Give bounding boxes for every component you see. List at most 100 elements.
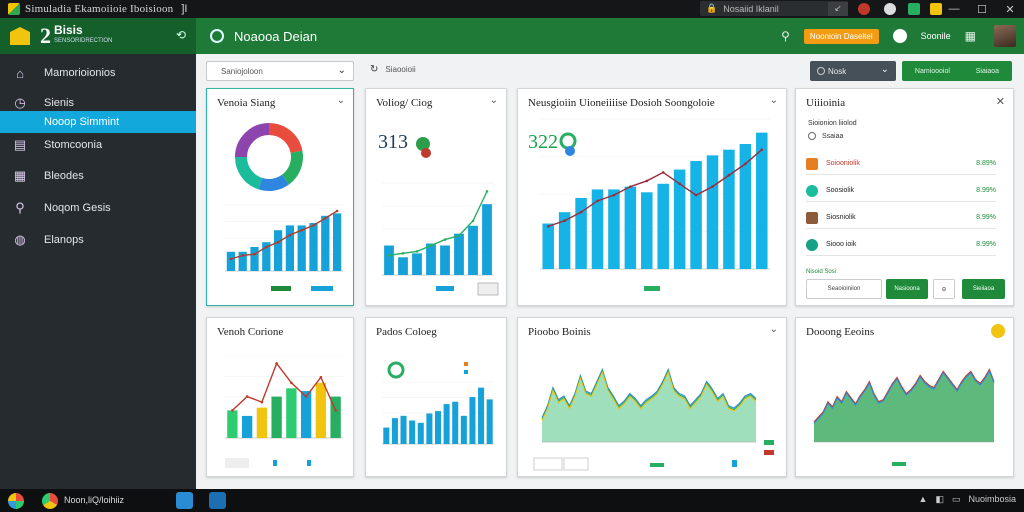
chevron-down-icon[interactable]: ⌄	[336, 95, 345, 106]
sidebar-item-globe[interactable]: ◍ Elanops	[0, 229, 196, 251]
sidebar-toggle-icon[interactable]: ⟲	[175, 28, 186, 42]
user-name[interactable]: Soonile	[920, 31, 951, 41]
view-select-value: Saniojoloon	[221, 66, 263, 76]
legend-swatch	[644, 286, 660, 291]
bar	[238, 251, 247, 271]
list-item[interactable]: Soiooniolik 8.89%	[806, 153, 996, 175]
item-icon	[806, 184, 818, 197]
time-select[interactable]: Nosk ⌄	[810, 61, 896, 81]
card-title: Dooong Eeoins	[806, 326, 875, 338]
chevron-down-icon[interactable]: ⌄	[769, 95, 778, 106]
bar	[398, 257, 408, 275]
badge-ring	[559, 132, 577, 150]
app-icon[interactable]	[176, 492, 193, 509]
bar	[434, 411, 442, 444]
bar	[690, 161, 702, 269]
bar	[608, 189, 620, 269]
badge-ring	[387, 361, 405, 379]
bar	[409, 420, 416, 444]
bar	[426, 243, 436, 275]
legend-swatch	[464, 370, 468, 374]
legend-swatch	[892, 462, 906, 466]
brand[interactable]: 2 Bisis SENSORIDRECTION ⟲	[0, 18, 196, 54]
globe-icon: ◍	[14, 232, 26, 247]
brand-number: 2	[40, 23, 51, 48]
link-icon[interactable]: ⊝	[933, 279, 955, 299]
pie-slice	[235, 156, 263, 190]
line-point	[645, 179, 649, 183]
chevron-down-icon: ⌄	[880, 64, 889, 75]
search-icon: ⚲	[15, 200, 25, 215]
card-title: Neusgioiin Uioneiiiise Dosioh Soongoloie	[528, 97, 715, 109]
panel-radio[interactable]: Ssaiaa	[808, 132, 857, 140]
address-bar[interactable]: 🔒 Nosaiid Iklanil ↙	[700, 1, 848, 16]
panel-button-1[interactable]: Seaoioiniion	[806, 279, 882, 299]
view-select[interactable]: Saniojoloon ⌄	[206, 61, 354, 81]
sidebar-item-search[interactable]: ⚲ Noqom Gesis	[0, 197, 196, 219]
line-point	[760, 148, 764, 151]
bar	[673, 169, 686, 269]
sidebar-item-label: Noqom Gesis	[44, 202, 111, 214]
badge-dot	[421, 148, 431, 158]
card-title: Venoia Siang	[217, 97, 276, 109]
extension-icon[interactable]	[858, 3, 870, 15]
chevron-down-icon[interactable]: ⌄	[489, 95, 498, 106]
sidebar-item-sienis[interactable]: ◷ Sienis	[0, 92, 196, 114]
taskbar-label[interactable]: Noon,liQ/loihiiz	[64, 495, 125, 505]
line-point	[579, 210, 583, 214]
bar	[591, 189, 604, 269]
item-value: 8.99%	[976, 214, 996, 221]
refresh-button[interactable]: ↻ Siaooioii	[370, 64, 416, 75]
close-button[interactable]: ✕	[1005, 3, 1015, 16]
refresh-label: Siaooioii	[385, 65, 416, 74]
line-point	[290, 381, 293, 385]
star-icon[interactable]	[930, 3, 942, 15]
line-point	[694, 193, 698, 197]
area-fill	[814, 369, 994, 442]
sidebar-item-home[interactable]: ⌂ Mamorioionios	[0, 62, 196, 84]
pie-slice	[258, 174, 289, 191]
maximize-button[interactable]: ☐	[977, 3, 987, 16]
network-icon[interactable]: ▲	[918, 494, 928, 504]
sidebar-item-active[interactable]: · Nooop Simmint	[0, 111, 196, 133]
list-item[interactable]: Soosiolik 8.99%	[806, 180, 996, 202]
battery-icon[interactable]: ▭	[951, 494, 961, 504]
refresh-circle-icon[interactable]	[210, 29, 224, 43]
arrow-icon[interactable]: ↙	[828, 1, 848, 16]
bar	[309, 223, 318, 271]
sidebar-item-label: Nooop Simmint	[44, 116, 120, 128]
line-point	[275, 362, 278, 365]
legend-swatch	[732, 460, 737, 467]
brand-name-block: Bisis SENSORIDRECTION	[54, 24, 113, 47]
line-point	[319, 375, 323, 379]
shield-icon[interactable]	[908, 3, 920, 15]
pin-icon[interactable]: ⚲	[781, 29, 790, 43]
notification-badge[interactable]: Noonioin Daseltel	[803, 28, 879, 44]
bar	[262, 242, 271, 271]
minimize-button[interactable]: —	[948, 3, 960, 15]
chevron-down-icon[interactable]: ⌄	[769, 324, 778, 335]
line-point	[300, 228, 303, 232]
start-icon[interactable]	[8, 493, 24, 509]
system-tray: ▲ ◧ ▭ Nuoimbosia	[919, 494, 1016, 505]
avatar[interactable]	[994, 25, 1016, 47]
sidebar-item-blocks[interactable]: ▦ Bleodes	[0, 165, 196, 187]
list-item[interactable]: Siooo ioik 8.99%	[806, 234, 996, 256]
panel-button-3[interactable]: Sieiiaoa	[962, 279, 1005, 299]
brand-sub: SENSORIDRECTION	[54, 38, 113, 44]
panel-title: Uiiioinia	[806, 97, 846, 109]
app-icon[interactable]	[209, 492, 226, 509]
bar	[400, 415, 407, 444]
close-icon[interactable]: ✕	[995, 96, 1005, 108]
panel-button-2[interactable]: Nasioona	[886, 279, 928, 299]
list-item[interactable]: Siosniolik 8.99%	[806, 207, 996, 229]
browser-icon[interactable]	[42, 493, 58, 509]
window-title: Simuladia Ekamoiioie Iboisioon	[25, 3, 174, 15]
grid-menu-icon[interactable]: ▦	[964, 29, 976, 43]
trend-line	[547, 149, 763, 228]
volume-icon[interactable]: ◧	[935, 494, 944, 504]
action-button-group[interactable]: Namioooiol Siaiaoa	[902, 61, 1012, 81]
user-status-icon[interactable]	[892, 29, 907, 43]
profile-icon[interactable]	[884, 3, 896, 15]
sidebar-item-documents[interactable]: ▤ Stomcoonia	[0, 134, 196, 156]
